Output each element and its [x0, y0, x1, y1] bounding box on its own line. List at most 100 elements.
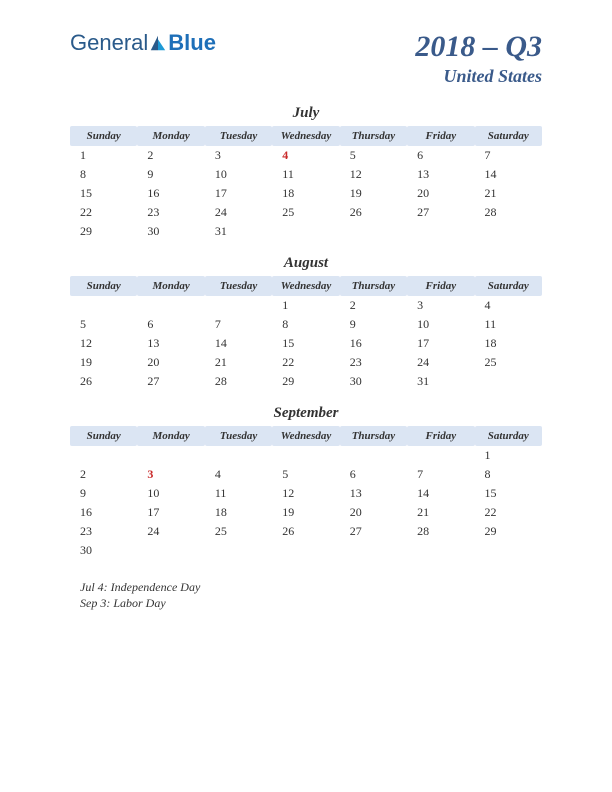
- day-cell: [340, 446, 407, 465]
- day-cell: 15: [272, 334, 339, 353]
- table-row: 19202122232425: [70, 353, 542, 372]
- day-header: Monday: [137, 426, 204, 446]
- day-cell: 2: [137, 146, 204, 165]
- day-cell: [475, 222, 542, 241]
- day-cell: 8: [272, 315, 339, 334]
- table-row: 293031: [70, 222, 542, 241]
- day-cell: 26: [340, 203, 407, 222]
- day-header: Tuesday: [205, 126, 272, 146]
- day-cell: 7: [407, 465, 474, 484]
- day-cell: 22: [272, 353, 339, 372]
- logo-text-general: General: [70, 30, 148, 56]
- day-header: Monday: [137, 276, 204, 296]
- day-cell: 27: [137, 372, 204, 391]
- day-cell: 4: [475, 296, 542, 315]
- day-cell: 28: [407, 522, 474, 541]
- day-cell: [475, 372, 542, 391]
- day-cell: 6: [407, 146, 474, 165]
- day-cell: 4: [272, 146, 339, 165]
- day-cell: 13: [340, 484, 407, 503]
- day-cell: [272, 446, 339, 465]
- day-cell: 29: [475, 522, 542, 541]
- day-cell: 4: [205, 465, 272, 484]
- day-cell: 17: [205, 184, 272, 203]
- day-cell: 16: [70, 503, 137, 522]
- table-row: 891011121314: [70, 165, 542, 184]
- table-row: 9101112131415: [70, 484, 542, 503]
- day-cell: 20: [407, 184, 474, 203]
- holiday-entry: Sep 3: Labor Day: [80, 596, 542, 611]
- day-cell: 20: [340, 503, 407, 522]
- day-cell: 14: [475, 165, 542, 184]
- table-row: 2345678: [70, 465, 542, 484]
- day-cell: 21: [407, 503, 474, 522]
- day-cell: 24: [137, 522, 204, 541]
- day-header: Sunday: [70, 426, 137, 446]
- day-cell: [205, 296, 272, 315]
- day-cell: [137, 296, 204, 315]
- logo: GeneralBlue: [70, 30, 216, 56]
- day-cell: 14: [205, 334, 272, 353]
- day-header: Thursday: [340, 276, 407, 296]
- day-cell: 30: [70, 541, 137, 560]
- table-row: 12131415161718: [70, 334, 542, 353]
- day-cell: 18: [272, 184, 339, 203]
- day-cell: 1: [70, 146, 137, 165]
- day-cell: [475, 541, 542, 560]
- day-cell: 7: [475, 146, 542, 165]
- day-header: Thursday: [340, 126, 407, 146]
- month-block: September SundayMondayTuesdayWednesdayThu…: [70, 405, 542, 560]
- day-cell: 5: [272, 465, 339, 484]
- day-cell: 31: [407, 372, 474, 391]
- day-cell: 10: [407, 315, 474, 334]
- page-subtitle: United States: [415, 66, 542, 87]
- table-row: 30: [70, 541, 542, 560]
- day-header: Thursday: [340, 426, 407, 446]
- month-block: AugustSundayMondayTuesdayWednesdayThursd…: [70, 255, 542, 391]
- day-cell: [340, 222, 407, 241]
- day-cell: 17: [407, 334, 474, 353]
- day-cell: 11: [272, 165, 339, 184]
- day-cell: 21: [205, 353, 272, 372]
- day-header: Saturday: [475, 276, 542, 296]
- day-cell: 24: [205, 203, 272, 222]
- day-cell: 2: [70, 465, 137, 484]
- day-cell: 21: [475, 184, 542, 203]
- day-cell: 25: [272, 203, 339, 222]
- day-cell: 9: [340, 315, 407, 334]
- day-cell: [137, 446, 204, 465]
- holiday-list: Jul 4: Independence DaySep 3: Labor Day: [0, 574, 612, 611]
- table-row: 1: [70, 446, 542, 465]
- day-header: Friday: [407, 126, 474, 146]
- holiday-entry: Jul 4: Independence Day: [80, 580, 542, 595]
- day-cell: 15: [475, 484, 542, 503]
- day-cell: [407, 222, 474, 241]
- table-row: 567891011: [70, 315, 542, 334]
- month-name: September: [70, 405, 542, 422]
- day-cell: 15: [70, 184, 137, 203]
- day-cell: 30: [137, 222, 204, 241]
- month-name: August: [70, 255, 542, 272]
- day-header: Friday: [407, 426, 474, 446]
- day-header: Tuesday: [205, 426, 272, 446]
- day-cell: 12: [340, 165, 407, 184]
- day-header: Tuesday: [205, 276, 272, 296]
- day-cell: [272, 541, 339, 560]
- day-cell: 1: [475, 446, 542, 465]
- day-cell: 5: [340, 146, 407, 165]
- day-cell: [205, 446, 272, 465]
- table-row: 262728293031: [70, 372, 542, 391]
- calendars-container: JulySundayMondayTuesdayWednesdayThursday…: [0, 97, 612, 560]
- day-cell: [137, 541, 204, 560]
- day-cell: 3: [137, 465, 204, 484]
- day-cell: 9: [70, 484, 137, 503]
- day-cell: 29: [70, 222, 137, 241]
- day-cell: 18: [205, 503, 272, 522]
- day-cell: 19: [272, 503, 339, 522]
- day-cell: 29: [272, 372, 339, 391]
- day-cell: 19: [70, 353, 137, 372]
- day-cell: 12: [272, 484, 339, 503]
- calendar-table: SundayMondayTuesdayWednesdayThursdayFrid…: [70, 426, 542, 560]
- day-cell: 23: [137, 203, 204, 222]
- day-cell: 25: [205, 522, 272, 541]
